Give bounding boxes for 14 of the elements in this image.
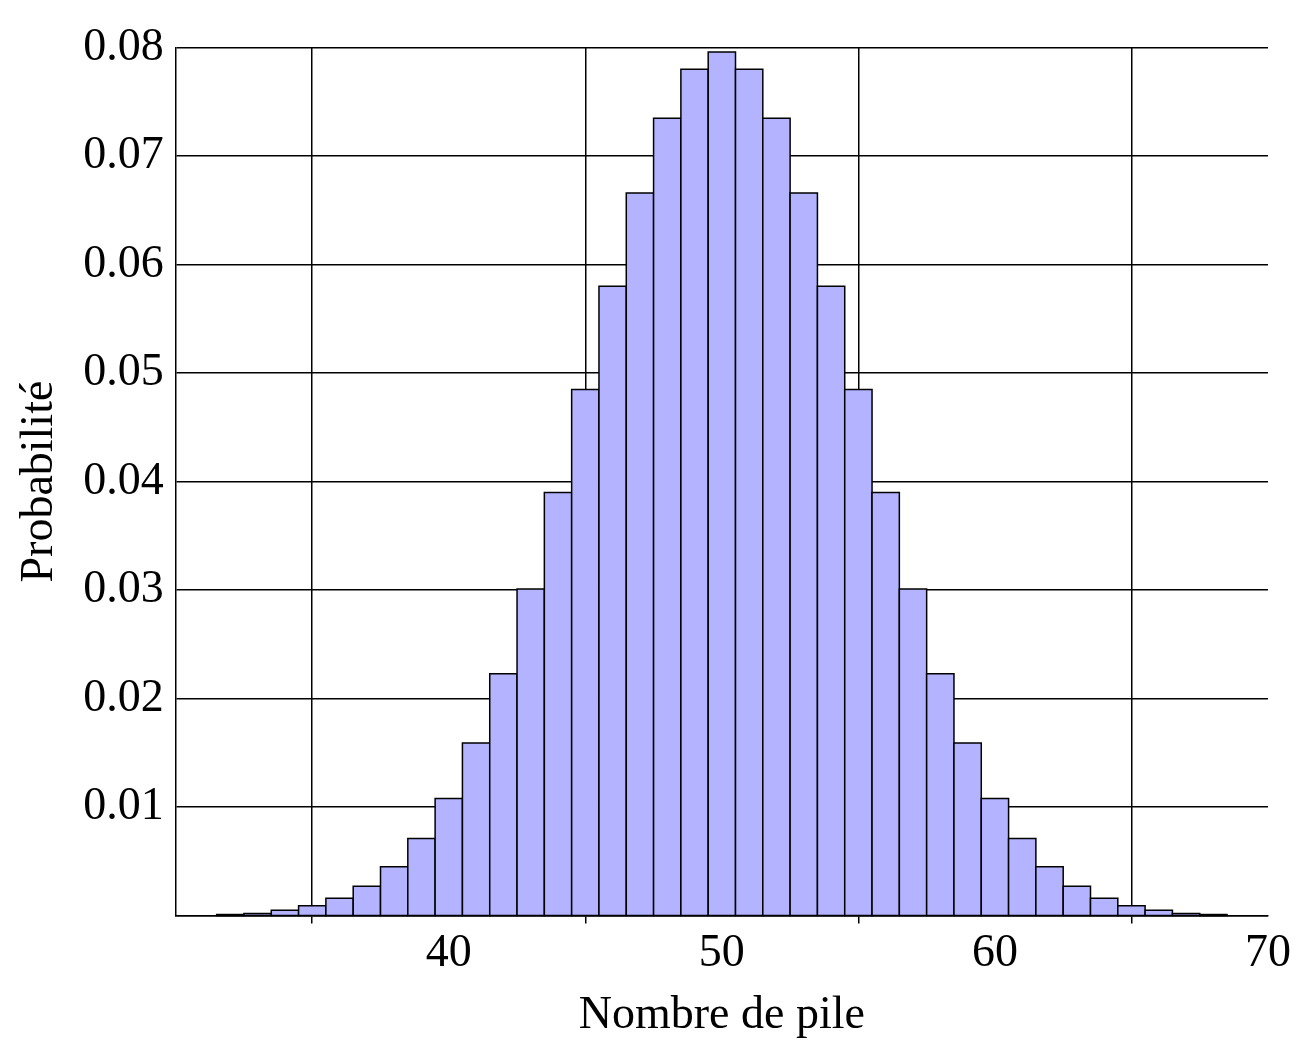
y-tick-label: 0.06 bbox=[83, 235, 164, 287]
x-axis-title: Nombre de pile bbox=[578, 987, 865, 1039]
y-tick-label: 0.04 bbox=[83, 452, 164, 504]
x-tick-label: 40 bbox=[425, 925, 472, 977]
y-axis-title: Probabilité bbox=[10, 380, 62, 583]
x-tick-label: 70 bbox=[1245, 925, 1291, 977]
x-tick-label: 60 bbox=[971, 925, 1018, 977]
y-tick-label: 0.08 bbox=[83, 18, 164, 70]
y-tick-label: 0.07 bbox=[83, 127, 164, 179]
y-tick-label: 0.03 bbox=[83, 561, 164, 613]
y-tick-label: 0.01 bbox=[83, 778, 164, 830]
y-tick-label: 0.05 bbox=[83, 344, 164, 396]
x-tick-label: 50 bbox=[698, 925, 745, 977]
y-tick-label: 0.02 bbox=[83, 669, 164, 721]
